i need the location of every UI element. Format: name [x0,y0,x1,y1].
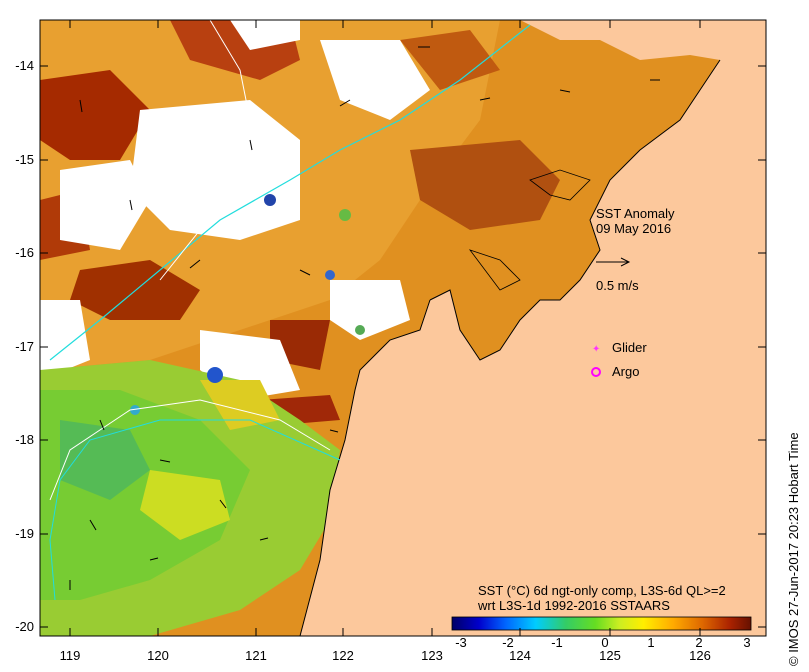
vector-scale-label: 0.5 m/s [596,278,639,293]
x-tick-label: 120 [147,648,169,663]
y-tick-label: -18 [15,432,34,447]
colorbar-tick-label: -2 [502,635,514,650]
colorbar-tick-label: 2 [695,635,702,650]
isobath-white [159,20,251,281]
colorbar-tick-label: -3 [455,635,467,650]
colorbar-tick-label: 1 [647,635,654,650]
y-axis-labels: -14 -15 -16 -17 -18 -19 -20 [15,58,34,634]
y-tick-label: -20 [15,619,34,634]
x-axis-labels: 119 120 121 122 123 124 125 126 [60,648,711,663]
coastline [429,59,721,361]
colorbar-tick-label: -1 [551,635,563,650]
svg-text:✦: ✦ [592,344,600,355]
colorbar-tick-label: 0 [601,635,608,650]
map-date: 09 May 2016 [596,221,671,236]
y-tick-label: -14 [15,58,34,73]
argo-marker [591,367,601,377]
x-axis-ticks [69,20,701,636]
colorbar-tick-label: 3 [743,635,750,650]
map-title: SST Anomaly [596,206,675,221]
argo-label: Argo [612,364,639,379]
vector-scale-arrow [596,257,631,267]
land-mass [300,20,766,636]
map-plot-area: ✦ [40,20,766,636]
current-vectors [69,46,660,590]
y-tick-label: -15 [15,152,34,167]
colorbar-title-line2: wrt L3S-1d 1992-2016 SSTAARS [477,598,670,613]
x-tick-label: 124 [509,648,531,663]
x-tick-label: 122 [332,648,354,663]
x-tick-label: 125 [599,648,621,663]
y-axis-ticks [40,65,766,628]
credit-text: © IMOS 27-Jun-2017 20:23 Hobart Time [786,432,801,666]
glider-marker: ✦ [592,344,600,355]
colorbar-title-line1: SST (°C) 6d ngt-only comp, L3S-6d QL>=2 [478,583,726,598]
colorbar-tick-labels: -3 -2 -1 0 1 2 3 [455,635,750,650]
x-tick-label: 119 [60,648,81,663]
x-tick-label: 126 [689,648,711,663]
y-tick-label: -16 [15,245,34,260]
plot-frame [39,19,767,637]
y-tick-label: -19 [15,526,34,541]
y-tick-label: -17 [15,339,34,354]
x-tick-label: 121 [245,648,267,663]
glider-label: Glider [612,340,647,355]
isobath-cyan [49,24,531,361]
colorbar [451,616,752,631]
x-tick-label: 123 [421,648,443,663]
